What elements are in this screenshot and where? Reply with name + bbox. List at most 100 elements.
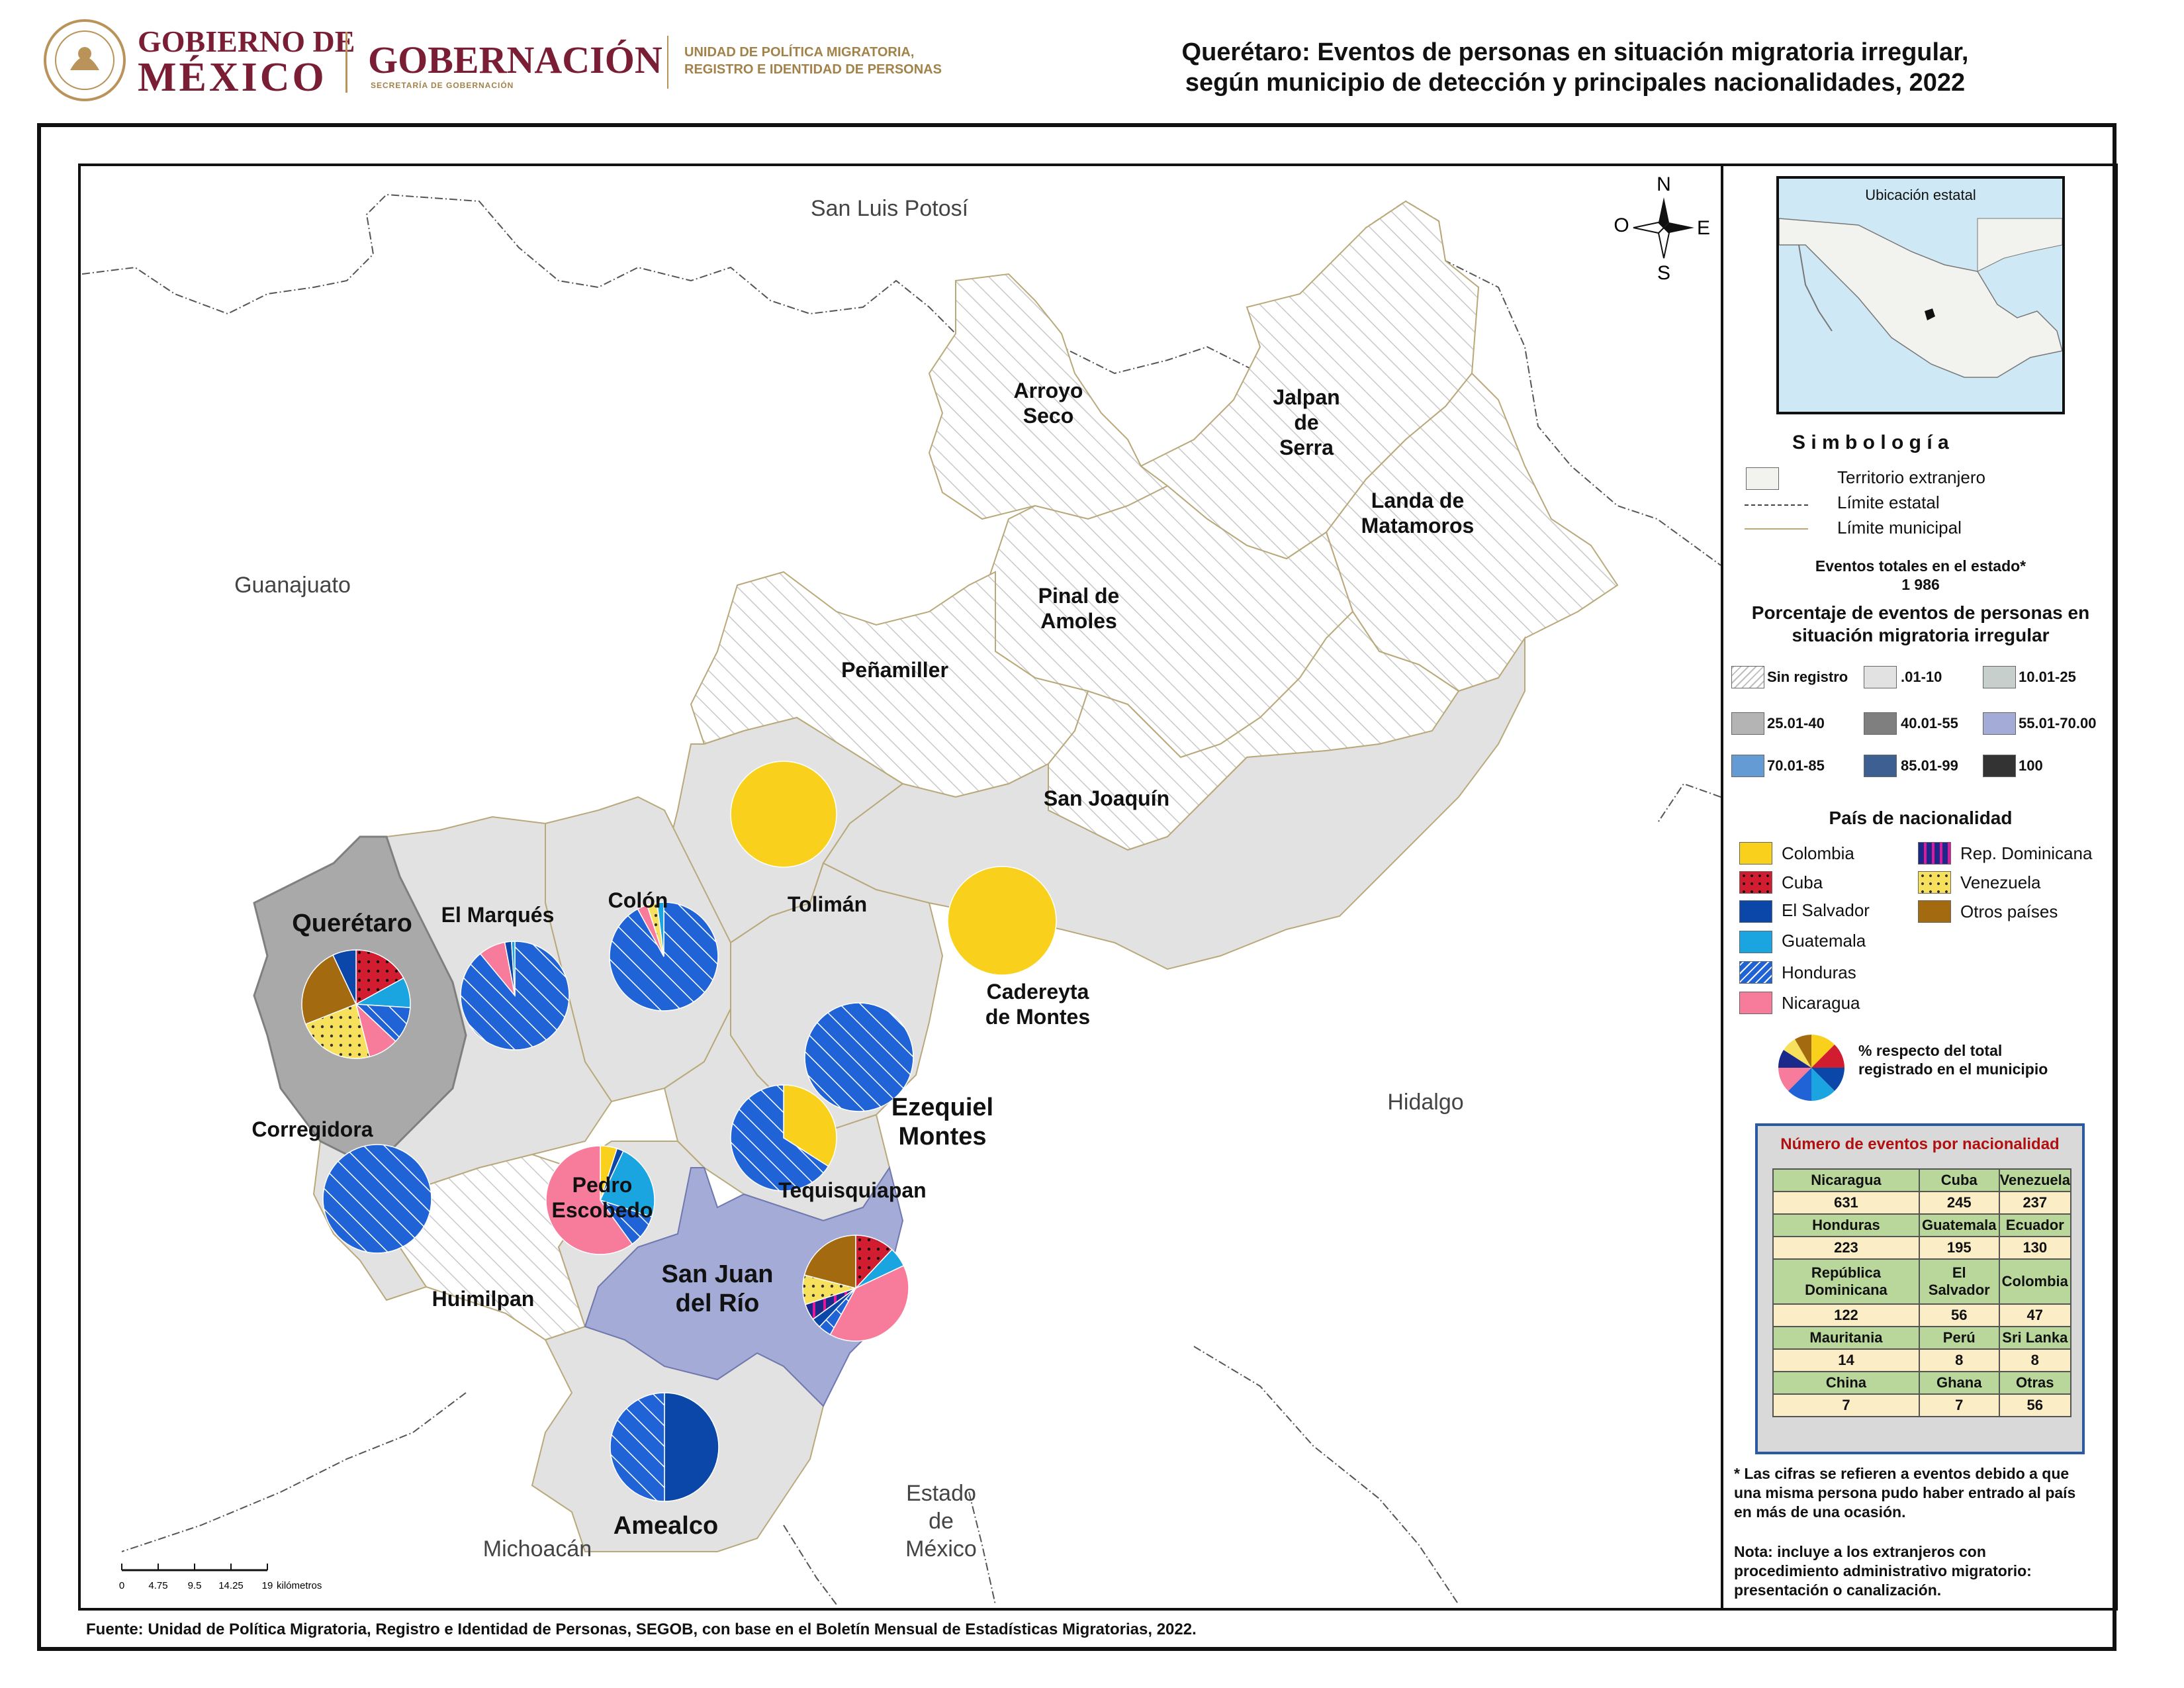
total-label: Eventos totales en el estado* [1815, 557, 2026, 575]
t-value: 14 [1772, 1348, 1920, 1372]
t-value: 7 [1772, 1393, 1920, 1417]
range-swatch-100 [1983, 755, 2016, 777]
map-canvas[interactable]: N S E O 0 4.75 9.5 14.25 19 kilómetros [81, 166, 1721, 1608]
range-label-70-85: 70.01-85 [1767, 757, 1825, 774]
territorio-swatch [1746, 467, 1779, 490]
range-swatch-sin-registro [1731, 666, 1764, 688]
t-name: Colombia [1998, 1258, 2072, 1305]
pie-slice-pedro-escobedo-nicaragua [545, 1145, 633, 1255]
state-label-guanajuato: Guanajuato [234, 573, 351, 598]
label-san-joaquin: San Joaquín [1043, 786, 1170, 810]
range-swatch-01-10 [1864, 666, 1897, 688]
range-swatch-70-85 [1731, 755, 1764, 777]
label-tequisquiapan: Tequisquiapan [778, 1178, 927, 1202]
municipio-san-juan-del-rio [584, 1166, 904, 1407]
mexico-seal-icon [44, 19, 126, 101]
label-huimilpan: Huimilpan [432, 1287, 535, 1311]
pie-note-2: registrado en el municipio [1858, 1060, 2048, 1078]
t-name: Mauritania [1772, 1326, 1920, 1350]
gobierno-line2: MÉXICO [138, 55, 327, 100]
swatch-nicaragua [1739, 992, 1772, 1014]
t-name: Otras [1998, 1371, 2072, 1395]
t-value: 631 [1772, 1191, 1920, 1215]
pie-slice-quer-taro-cuba [355, 949, 404, 1006]
pct-title-2: situación migratoria irregular [1792, 625, 2050, 645]
pie-slice-quer-taro-otros-pa-ses [301, 954, 357, 1025]
t-name: Nicaragua [1772, 1168, 1920, 1192]
events-table-title: Número de eventos por nacionalidad [1780, 1135, 2060, 1153]
events-table: Nicaragua Cuba Venezuela 631 245 237 Hondura… [1772, 1168, 2072, 1417]
pie-slice-col-n-guatemala [656, 902, 664, 957]
header-divider [345, 32, 347, 93]
pais-rep-dominicana: Rep. Dominicana [1960, 843, 2093, 863]
label-penamiller: Peñamiller [841, 658, 948, 682]
range-swatch-25-40 [1731, 712, 1764, 735]
title-line2: según municipio de detección y principal… [1185, 69, 1966, 97]
secretaria-label: SECRETARÍA DE GOBERNACIÓN [371, 81, 514, 90]
pie-slice-corregidora-honduras [322, 1144, 432, 1254]
pais-colombia: Colombia [1782, 843, 1854, 863]
range-label-10-25: 10.01-25 [2019, 669, 2076, 685]
t-value: 130 [1998, 1236, 2072, 1260]
range-label-01-10: .01-10 [1901, 669, 1942, 685]
t-name: Cuba [1918, 1168, 2000, 1192]
t-value: 245 [1918, 1191, 2000, 1215]
t-value: 56 [1998, 1393, 2072, 1417]
gobernacion-label: GOBERNACIÓN [368, 38, 662, 81]
t-value: 223 [1772, 1236, 1920, 1260]
label-landa: Landa de Matamoros [1361, 489, 1475, 538]
pie-slice-ezequiel-montes-honduras [804, 1002, 914, 1112]
t-name: Perú [1918, 1326, 2000, 1350]
limite-municipal-label: Límite municipal [1837, 518, 1962, 538]
swatch-venezuela [1918, 871, 1951, 894]
t-name: Honduras [1772, 1213, 1920, 1237]
pais-nicaragua: Nicaragua [1782, 993, 1860, 1013]
range-label-25-40: 25.01-40 [1767, 715, 1825, 731]
total-value: 1 986 [1901, 576, 1940, 593]
north-arrow-icon [1633, 197, 1694, 259]
pie-slice-amealco-honduras [610, 1392, 665, 1502]
inset-map[interactable]: Ubicación estatal [1776, 176, 2065, 414]
pie-slice-tequisquiapan-honduras [730, 1084, 829, 1192]
scale-0: 0 [119, 1580, 124, 1591]
inset-map-canvas [1779, 218, 2062, 378]
swatch-colombia [1739, 842, 1772, 865]
pie-slice-amealco-el-salvador [664, 1392, 719, 1502]
scale-2: 9.5 [188, 1580, 202, 1591]
label-amealco: Amealco [613, 1512, 719, 1540]
scale-3: 14.25 [218, 1580, 244, 1591]
swatch-cuba [1739, 871, 1772, 894]
events-table-panel: Número de eventos por nacionalidad Nicar… [1755, 1123, 2085, 1454]
range-label-55-70: 55.01-70.00 [2019, 715, 2097, 731]
label-corregidora: Corregidora [251, 1117, 373, 1141]
footnote: * Las cifras se refieren a eventos debid… [1734, 1465, 2076, 1521]
scale-unit: kilómetros [277, 1580, 322, 1591]
t-name: China [1772, 1371, 1920, 1395]
pais-el-salvador: El Salvador [1782, 900, 1870, 920]
swatch-guatemala [1739, 931, 1772, 953]
t-name: Guatemala [1918, 1213, 2000, 1237]
compass-s: S [1657, 262, 1670, 284]
map-panel[interactable]: N S E O 0 4.75 9.5 14.25 19 kilómetros S… [78, 164, 1723, 1611]
t-value: 237 [1998, 1191, 2072, 1215]
pie-note-1: % respecto del total [1858, 1042, 2003, 1059]
pais-cuba: Cuba [1782, 872, 1823, 892]
label-pinal: Pinal de Amoles [1038, 584, 1120, 633]
t-value: 8 [1998, 1348, 2072, 1372]
range-swatch-10-25 [1983, 666, 2016, 688]
range-swatch-40-55 [1864, 712, 1897, 735]
label-toliman: Tolimán [787, 892, 868, 916]
unidad-line1: UNIDAD DE POLÍTICA MIGRATORIA, [684, 45, 915, 60]
t-value: 47 [1998, 1303, 2072, 1327]
municipios-sin-registro [399, 200, 1619, 1341]
range-label-40-55: 40.01-55 [1901, 715, 1958, 731]
t-value: 195 [1918, 1236, 2000, 1260]
nota: Nota: incluye a los extranjeros con proc… [1734, 1543, 2032, 1599]
state-label-edomex: Estado de México [905, 1481, 977, 1562]
pie-slice-cadereyta-de-montes-colombia [947, 866, 1057, 976]
label-el-marques: El Marqués [441, 903, 555, 927]
label-ezequiel: Ezequiel Montes [891, 1094, 994, 1150]
pais-venezuela: Venezuela [1960, 872, 2041, 892]
legend-panel [1723, 164, 2118, 1611]
label-arroyo-seco: Arroyo Seco [1013, 379, 1083, 428]
